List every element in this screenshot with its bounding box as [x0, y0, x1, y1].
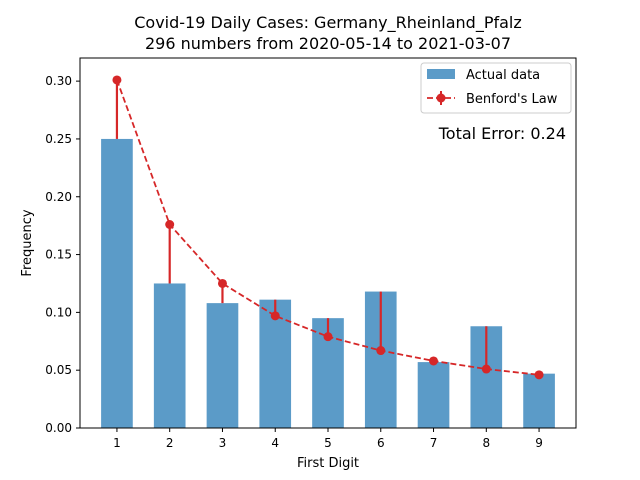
x-tick-label-8: 8: [482, 436, 490, 450]
bar-series: [101, 138, 555, 428]
benford-point-3: [217, 278, 227, 288]
chart-subtitle: 296 numbers from 2020-05-14 to 2021-03-0…: [145, 34, 511, 53]
x-axis: 1 2 3 4 5 6 7 8 9: [113, 428, 543, 450]
x-tick-label-1: 1: [113, 436, 121, 450]
benford-point-6: [376, 346, 386, 356]
benford-point-5: [323, 332, 333, 342]
x-tick-label-7: 7: [430, 436, 438, 450]
y-tick-label: 0.20: [45, 190, 72, 204]
benford-point-7: [429, 356, 439, 366]
x-tick-label-5: 5: [324, 436, 332, 450]
legend-point-swatch: [436, 93, 446, 103]
y-tick-label: 0.25: [45, 132, 72, 146]
y-tick-label: 0.05: [45, 363, 72, 377]
benford-point-8: [481, 364, 491, 374]
benford-point-9: [534, 370, 544, 380]
bar-7: [417, 362, 450, 428]
benford-point-4: [270, 311, 280, 321]
x-tick-label-2: 2: [166, 436, 174, 450]
legend-box: [420, 62, 572, 114]
y-tick-label: 0.10: [45, 305, 72, 319]
benford-point-1: [112, 75, 122, 85]
benford-points: [112, 75, 544, 380]
legend-label-actual: Actual data: [466, 68, 540, 83]
y-axis: 0.00 0.05 0.10 0.15 0.20 0.25 0.30: [45, 74, 80, 435]
x-tick-label-6: 6: [377, 436, 385, 450]
bar-3: [206, 303, 239, 428]
bar-2: [153, 283, 186, 428]
benford-point-2: [165, 220, 175, 229]
y-tick-label: 0.30: [45, 74, 72, 88]
legend-bar-swatch: [427, 69, 455, 79]
bar-9: [523, 373, 555, 428]
x-tick-label-9: 9: [535, 436, 543, 450]
y-axis-label: Frequency: [20, 209, 35, 276]
x-axis-label: First Digit: [297, 456, 359, 471]
x-tick-label-4: 4: [271, 436, 279, 450]
chart-title: Covid-19 Daily Cases: Germany_Rheinland_…: [134, 13, 522, 33]
x-tick-label-3: 3: [219, 436, 227, 450]
bar-1: [101, 138, 133, 428]
legend: Actual data Benford's Law: [420, 62, 572, 114]
y-tick-label: 0.15: [45, 248, 72, 262]
legend-label-benford: Benford's Law: [466, 92, 558, 107]
y-tick-label: 0.00: [45, 421, 72, 435]
total-error-annotation: Total Error: 0.24: [438, 124, 566, 143]
bar-4: [259, 299, 292, 428]
